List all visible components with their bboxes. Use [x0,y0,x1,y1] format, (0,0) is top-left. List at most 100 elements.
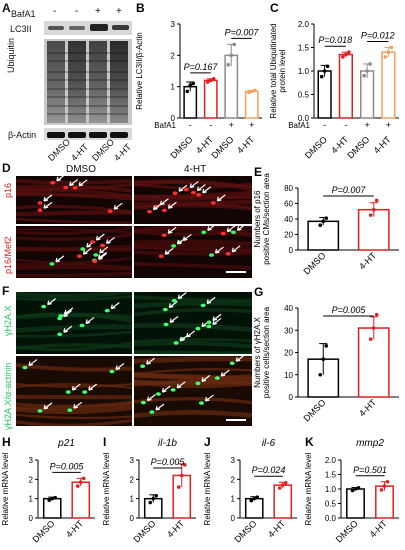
y-axis-label: Relative mRNA level [102,452,111,525]
arrow-icon [43,201,53,209]
arrow-icon [212,317,222,326]
data-point [324,216,329,221]
data-point [53,495,58,500]
stained-nucleus [146,209,152,214]
tissue-fiber [16,413,132,420]
chart-b: B Relative LC3II/β-Actin 0 1 2 3 DMSO - 4-HT - DMS… [135,1,262,161]
panel-letter: C [270,1,279,15]
data-point [362,73,366,78]
arrow-icon [82,247,92,255]
band-label-beta-actin: β-Actin [8,130,37,140]
data-point [324,344,329,348]
arrow-icon [47,298,57,306]
tissue-fiber [134,182,252,190]
stained-nucleus [109,369,115,374]
arrow-icon [179,334,189,342]
arrow-icon [169,315,179,324]
micrograph-texture [16,292,132,352]
micrograph-texture [16,226,132,278]
x-tick-label: DMSO [345,134,371,160]
arrow-icon [212,313,222,321]
data-point [389,45,394,50]
x-tick-label: 4-HT [165,518,187,540]
bafa1-sign: + [229,120,234,130]
p-value-label: P=0.005 [50,461,85,471]
arrow-icon [236,226,245,231]
x-tick-label: 4-HT [372,134,394,156]
gene-name: mmp2 [356,438,384,449]
micrograph-d-4ht-p16 [134,176,252,224]
tissue-fiber [16,418,132,426]
data-point [252,496,257,501]
micrograph-texture [134,179,252,214]
data-point [319,74,324,79]
panel-d-letter: D [2,161,11,175]
arrow-icon [28,359,38,367]
arrow-icon [214,246,224,254]
arrow-icon [152,203,162,211]
data-point [383,55,388,59]
stained-nucleus [65,390,71,394]
y-tick-label: 1 [171,83,176,92]
x-tick-label: DMSO [31,518,57,544]
data-point [226,62,231,67]
y-tick-label: 0 [231,514,236,523]
panel-d-col-4ht: 4-HT [184,164,207,175]
tissue-fiber [134,295,252,303]
stained-nucleus [171,244,177,248]
arrow-icon [115,363,125,371]
data-point [347,50,351,54]
panel-letter: B [136,1,145,15]
x-tick-label: 4-HT [266,518,288,540]
bar [346,488,365,519]
data-point [365,69,369,73]
tissue-fiber [16,233,132,241]
micrograph-d-4ht-merge [134,226,252,278]
stained-nucleus [158,254,164,259]
tissue-fiber [134,226,252,238]
arrow-icon [55,255,65,263]
band-label-lc3ii: LC3II [10,24,32,34]
y-tick-label: 1 [29,495,34,504]
data-point [318,372,323,377]
data-point [322,69,327,73]
tissue-fiber [134,338,252,343]
stained-nucleus [37,201,43,205]
y-tick-label: 10 [284,371,293,380]
x-tick-label: 4-HT [64,518,86,540]
y-tick-label: 30 [284,326,293,335]
x-tick-label: 4-HT [235,134,257,156]
panel-f-row-gh2ax: γH2A.X [3,305,13,336]
data-point [249,89,254,94]
bar [357,327,390,398]
arrow-icon [146,357,156,365]
tissue-fiber [16,362,132,372]
y-tick-label: 1.0 [298,67,310,76]
arrow-icon [196,184,206,192]
gene-name: p21 [57,438,75,449]
tissue-fiber [16,217,132,224]
data-point [385,479,390,484]
stained-nucleus [41,304,47,309]
data-point [379,488,384,492]
stained-nucleus [58,314,64,318]
tissue-fiber [16,192,132,197]
data-point [211,77,216,81]
stained-nucleus [195,326,201,331]
panel-d-row-p16: p16 [3,182,13,198]
arrow-icon [167,226,177,234]
y-tick-label: 0.5 [325,500,337,509]
stained-nucleus [93,253,99,257]
tissue-fiber [134,250,252,256]
tissue-fiber [134,409,252,419]
arrow-icon [73,401,83,409]
micrograph-texture [16,176,132,224]
ubiquitin-smear [47,41,128,123]
bar [244,90,259,119]
bafa1-sign: - [344,120,347,130]
bar [273,484,293,519]
stained-nucleus [149,410,155,414]
y-axis-label: Relative mRNA level [203,452,212,525]
micrograph-f-dmso-gh2ax [16,292,132,354]
arrow-icon [186,330,196,338]
